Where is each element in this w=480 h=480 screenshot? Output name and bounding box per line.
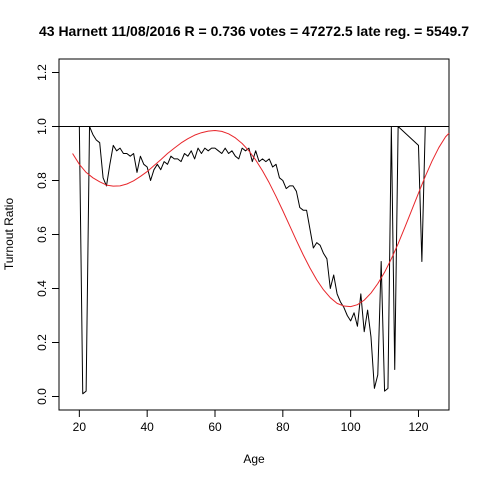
x-tick-label: 100 [341, 420, 361, 434]
y-tick-label: 1.0 [35, 118, 49, 135]
y-tick-label: 1.2 [35, 64, 49, 81]
x-tick-label: 80 [276, 420, 290, 434]
x-tick-label: 20 [73, 420, 87, 434]
x-axis: 20 40 60 80 100 120 [73, 410, 429, 434]
x-tick-label: 40 [140, 420, 154, 434]
x-axis-label: Age [243, 452, 265, 466]
plot-frame [58, 58, 450, 411]
chart-title: 43 Harnett 11/08/2016 R = 0.736 votes = … [39, 23, 469, 39]
series-line-turnout [78, 126, 426, 395]
y-tick-label: 0.6 [35, 226, 49, 243]
y-tick-label: 0.0 [35, 388, 49, 405]
x-tick-label: 60 [208, 420, 222, 434]
y-tick-label: 0.4 [35, 280, 49, 297]
y-tick-label: 0.2 [35, 334, 49, 351]
series-layer [72, 126, 450, 395]
y-axis: 0.0 0.2 0.4 0.6 0.8 1.0 1.2 [35, 64, 59, 405]
y-tick-label: 0.8 [35, 172, 49, 189]
x-tick-label: 120 [408, 420, 428, 434]
series-line-fit [72, 130, 450, 308]
y-axis-label: Turnout Ratio [2, 198, 16, 271]
